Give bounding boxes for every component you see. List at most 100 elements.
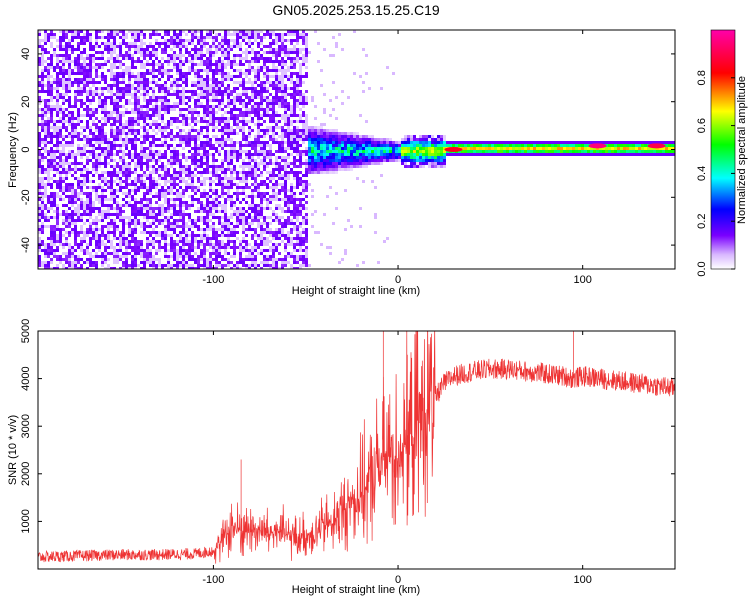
heatmap-cell <box>260 93 263 96</box>
heatmap-cell <box>209 105 212 108</box>
heatmap-cell <box>242 237 245 240</box>
heatmap-cell <box>116 153 119 156</box>
heatmap-cell <box>290 267 293 269</box>
heatmap-cell <box>185 222 188 225</box>
heatmap-cell <box>113 93 116 96</box>
heatmap-cell <box>203 237 206 240</box>
heatmap-cell <box>185 78 188 81</box>
heatmap-cell <box>128 141 131 144</box>
heatmap-cell <box>125 201 128 204</box>
heatmap-cell <box>113 51 116 54</box>
heatmap-cell <box>233 255 236 258</box>
heatmap-cell <box>203 141 206 144</box>
heatmap-cell <box>266 198 269 201</box>
heatmap-cell <box>239 216 242 219</box>
heatmap-cell <box>86 84 89 87</box>
heatmap-cell <box>179 39 182 42</box>
heatmap-cell <box>170 144 173 147</box>
heatmap-cell <box>146 189 149 192</box>
heatmap-cell <box>110 240 113 243</box>
heatmap-cell <box>170 189 173 192</box>
heatmap-cell <box>152 255 155 258</box>
heatmap-cell <box>224 216 227 219</box>
heatmap-cell <box>116 96 119 99</box>
heatmap-cell <box>188 183 191 186</box>
heatmap-cell <box>296 33 299 36</box>
heatmap-cell <box>209 213 212 216</box>
heatmap-cell <box>278 162 281 165</box>
heatmap-cell <box>152 207 155 210</box>
heatmap-cell <box>140 162 143 165</box>
heatmap-cell <box>80 174 83 177</box>
heatmap-cell <box>233 213 236 216</box>
heatmap-cell <box>113 228 116 231</box>
heatmap-cell <box>224 120 227 123</box>
heatmap-cell <box>53 255 56 258</box>
heatmap-cell <box>131 45 134 48</box>
heatmap-cell <box>68 114 71 117</box>
heatmap-cell <box>119 150 122 153</box>
heatmap-cell <box>98 132 101 135</box>
heatmap-cell <box>128 111 131 114</box>
heatmap-cell <box>176 198 179 201</box>
heatmap-cell <box>260 207 263 210</box>
heatmap-cell <box>176 171 179 174</box>
heatmap-cell <box>254 54 257 57</box>
heatmap-cell <box>293 81 296 84</box>
heatmap-cell <box>134 96 137 99</box>
heatmap-cell <box>71 153 74 156</box>
heatmap-cell <box>293 213 296 216</box>
heatmap-cell <box>242 207 245 210</box>
heatmap-cell <box>179 252 182 255</box>
heatmap-cell <box>227 177 230 180</box>
heatmap-cell <box>179 153 182 156</box>
heatmap-cell <box>134 39 137 42</box>
heatmap-cell <box>188 123 191 126</box>
heatmap-cell <box>110 96 113 99</box>
heatmap-cell <box>158 222 161 225</box>
heatmap-cell <box>104 105 107 108</box>
heatmap-cell <box>116 120 119 123</box>
heatmap-cell <box>179 192 182 195</box>
heatmap-cell <box>71 252 74 255</box>
heatmap-cell <box>293 87 296 90</box>
heatmap-cell <box>200 63 203 66</box>
heatmap-cell <box>131 234 134 237</box>
heatmap-cell <box>140 66 143 69</box>
heatmap-cell <box>254 78 257 81</box>
heatmap-cell <box>86 72 89 75</box>
heatmap-cell <box>59 48 62 51</box>
heatmap-cell <box>125 195 128 198</box>
heatmap-cell <box>239 177 242 180</box>
heatmap-cell <box>263 159 266 162</box>
heatmap-cell <box>278 234 281 237</box>
heatmap-cell <box>116 150 119 153</box>
heatmap-cell <box>182 153 185 156</box>
heatmap-cell <box>65 222 68 225</box>
heatmap-cell <box>284 129 287 132</box>
heatmap-cell <box>278 204 281 207</box>
heatmap-cell <box>290 60 293 63</box>
heatmap-cell <box>44 195 47 198</box>
heatmap-cell <box>152 213 155 216</box>
heatmap-cell <box>44 147 47 150</box>
heatmap-cell <box>299 249 302 252</box>
heatmap-cell <box>77 144 80 147</box>
heatmap-cell <box>278 252 281 255</box>
heatmap-cell <box>122 240 125 243</box>
heatmap-cell <box>152 138 155 141</box>
heatmap-cell <box>104 183 107 186</box>
heatmap-cell <box>68 45 71 48</box>
heatmap-cell <box>197 48 200 51</box>
heatmap-cell <box>236 207 239 210</box>
heatmap-cell <box>74 93 77 96</box>
heatmap-cell <box>167 216 170 219</box>
heatmap-cell <box>74 162 77 165</box>
heatmap-cell <box>167 225 170 228</box>
heatmap-cell <box>254 234 257 237</box>
heatmap-cell <box>155 126 158 129</box>
heatmap-cell <box>86 234 89 237</box>
heatmap-cell <box>110 84 113 87</box>
heatmap-cell <box>137 129 140 132</box>
heatmap-cell <box>134 228 137 231</box>
